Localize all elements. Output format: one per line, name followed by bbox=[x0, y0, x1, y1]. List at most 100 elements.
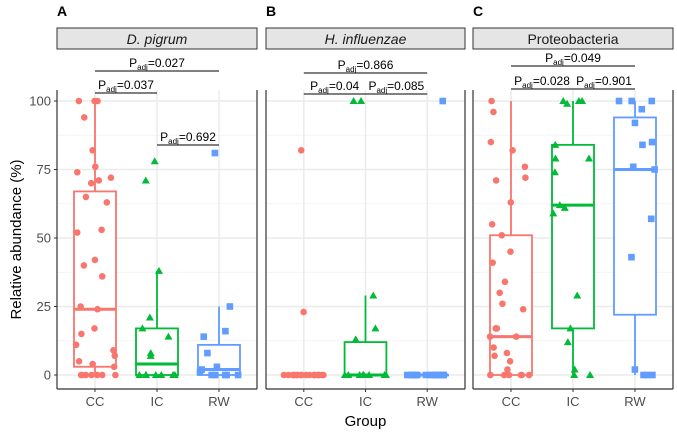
data-point bbox=[404, 371, 411, 379]
data-point bbox=[648, 97, 656, 105]
p-symbol: P bbox=[98, 78, 106, 92]
data-point bbox=[150, 157, 159, 165]
p-subscript: adj bbox=[106, 85, 117, 94]
data-point bbox=[517, 371, 525, 379]
data-point bbox=[371, 324, 380, 332]
data-point bbox=[98, 226, 105, 234]
p-value: =0.866 bbox=[356, 58, 393, 72]
y-tick-label: 50 bbox=[37, 231, 51, 246]
data-point bbox=[507, 199, 515, 206]
data-point bbox=[141, 176, 150, 184]
p-subscript: adj bbox=[137, 63, 148, 72]
data-point bbox=[555, 201, 564, 209]
data-point bbox=[302, 371, 310, 379]
data-point bbox=[551, 140, 560, 148]
p-value: =0.04 bbox=[329, 79, 360, 93]
x-tick-label: CC bbox=[502, 394, 521, 409]
data-point bbox=[75, 358, 83, 365]
panel-a: A D. pigrum CC IC RW 0 25 50 75 100 Relative abund… bbox=[8, 3, 258, 409]
p-subscript: adj bbox=[346, 65, 357, 74]
data-point bbox=[573, 291, 582, 299]
p-symbol: P bbox=[160, 130, 168, 144]
data-point bbox=[80, 262, 88, 269]
data-point bbox=[640, 371, 647, 379]
data-point bbox=[280, 371, 288, 379]
data-point bbox=[585, 154, 594, 162]
p-subscript: adj bbox=[522, 81, 533, 90]
box-ic bbox=[343, 341, 388, 376]
data-point bbox=[208, 371, 215, 379]
data-point bbox=[506, 358, 514, 365]
data-point bbox=[570, 371, 579, 378]
data-point bbox=[487, 138, 495, 146]
data-point bbox=[498, 231, 506, 239]
data-point bbox=[643, 371, 651, 379]
data-point bbox=[490, 108, 497, 116]
facet-title: H. influenzae bbox=[325, 31, 407, 47]
p-value: =0.028 bbox=[533, 74, 570, 88]
data-point bbox=[73, 229, 81, 236]
data-point bbox=[522, 174, 529, 182]
data-point bbox=[80, 114, 88, 121]
data-point bbox=[357, 97, 366, 104]
data-point bbox=[315, 371, 323, 379]
data-point bbox=[98, 273, 106, 280]
data-point bbox=[631, 119, 639, 127]
data-point bbox=[488, 97, 495, 105]
data-point bbox=[157, 371, 166, 378]
data-point bbox=[519, 305, 527, 313]
p-subscript: adj bbox=[553, 58, 564, 67]
y-tick-label: 0 bbox=[44, 368, 51, 383]
data-point bbox=[492, 177, 500, 184]
data-point bbox=[91, 256, 99, 264]
data-point bbox=[563, 338, 572, 346]
data-point bbox=[551, 154, 560, 162]
facet-strip bbox=[472, 27, 674, 50]
data-point bbox=[221, 371, 229, 379]
data-point bbox=[344, 371, 353, 378]
data-point bbox=[88, 371, 95, 379]
x-tick-label: IC bbox=[359, 394, 372, 409]
facet-title: Proteobacteria bbox=[527, 31, 618, 47]
p-value: =0.037 bbox=[117, 78, 154, 92]
p-value: =0.692 bbox=[179, 130, 216, 144]
facet-title: D. pigrum bbox=[127, 31, 188, 47]
p-value: =0.901 bbox=[595, 74, 632, 88]
box-ic bbox=[135, 327, 179, 376]
p-subscript: adj bbox=[318, 86, 329, 95]
x-tick-label: IC bbox=[151, 394, 164, 409]
data-point bbox=[493, 325, 501, 332]
data-point bbox=[72, 341, 80, 349]
data-point bbox=[439, 97, 447, 105]
significance-label: Padj=0.866 bbox=[338, 58, 394, 74]
p-subscript: adj bbox=[376, 86, 387, 95]
data-point bbox=[196, 368, 204, 376]
data-point bbox=[107, 174, 115, 182]
data-point bbox=[651, 166, 658, 173]
data-point bbox=[629, 163, 637, 171]
p-value: =0.085 bbox=[387, 79, 424, 93]
data-point bbox=[211, 149, 219, 157]
box-cc bbox=[489, 234, 533, 376]
data-point bbox=[200, 333, 208, 340]
p-subscript: adj bbox=[584, 81, 595, 90]
data-point bbox=[430, 371, 438, 379]
data-point bbox=[91, 325, 98, 332]
data-point bbox=[94, 305, 101, 313]
data-point bbox=[351, 335, 360, 343]
x-tick-label: CC bbox=[86, 394, 105, 409]
significance-label: Padj=0.027 bbox=[129, 56, 185, 72]
data-point bbox=[615, 97, 623, 105]
y-tick-label: 75 bbox=[37, 162, 51, 177]
data-point bbox=[300, 308, 307, 316]
facet-strip bbox=[265, 27, 466, 50]
data-point bbox=[563, 99, 572, 107]
p-symbol: P bbox=[310, 79, 318, 93]
significance-label: Padj=0.085 bbox=[368, 79, 424, 95]
p-subscript: adj bbox=[168, 137, 179, 146]
data-point bbox=[91, 163, 99, 171]
data-point bbox=[525, 371, 533, 379]
x-tick-label: RW bbox=[416, 394, 438, 409]
data-point bbox=[566, 324, 575, 332]
data-point bbox=[491, 352, 498, 360]
